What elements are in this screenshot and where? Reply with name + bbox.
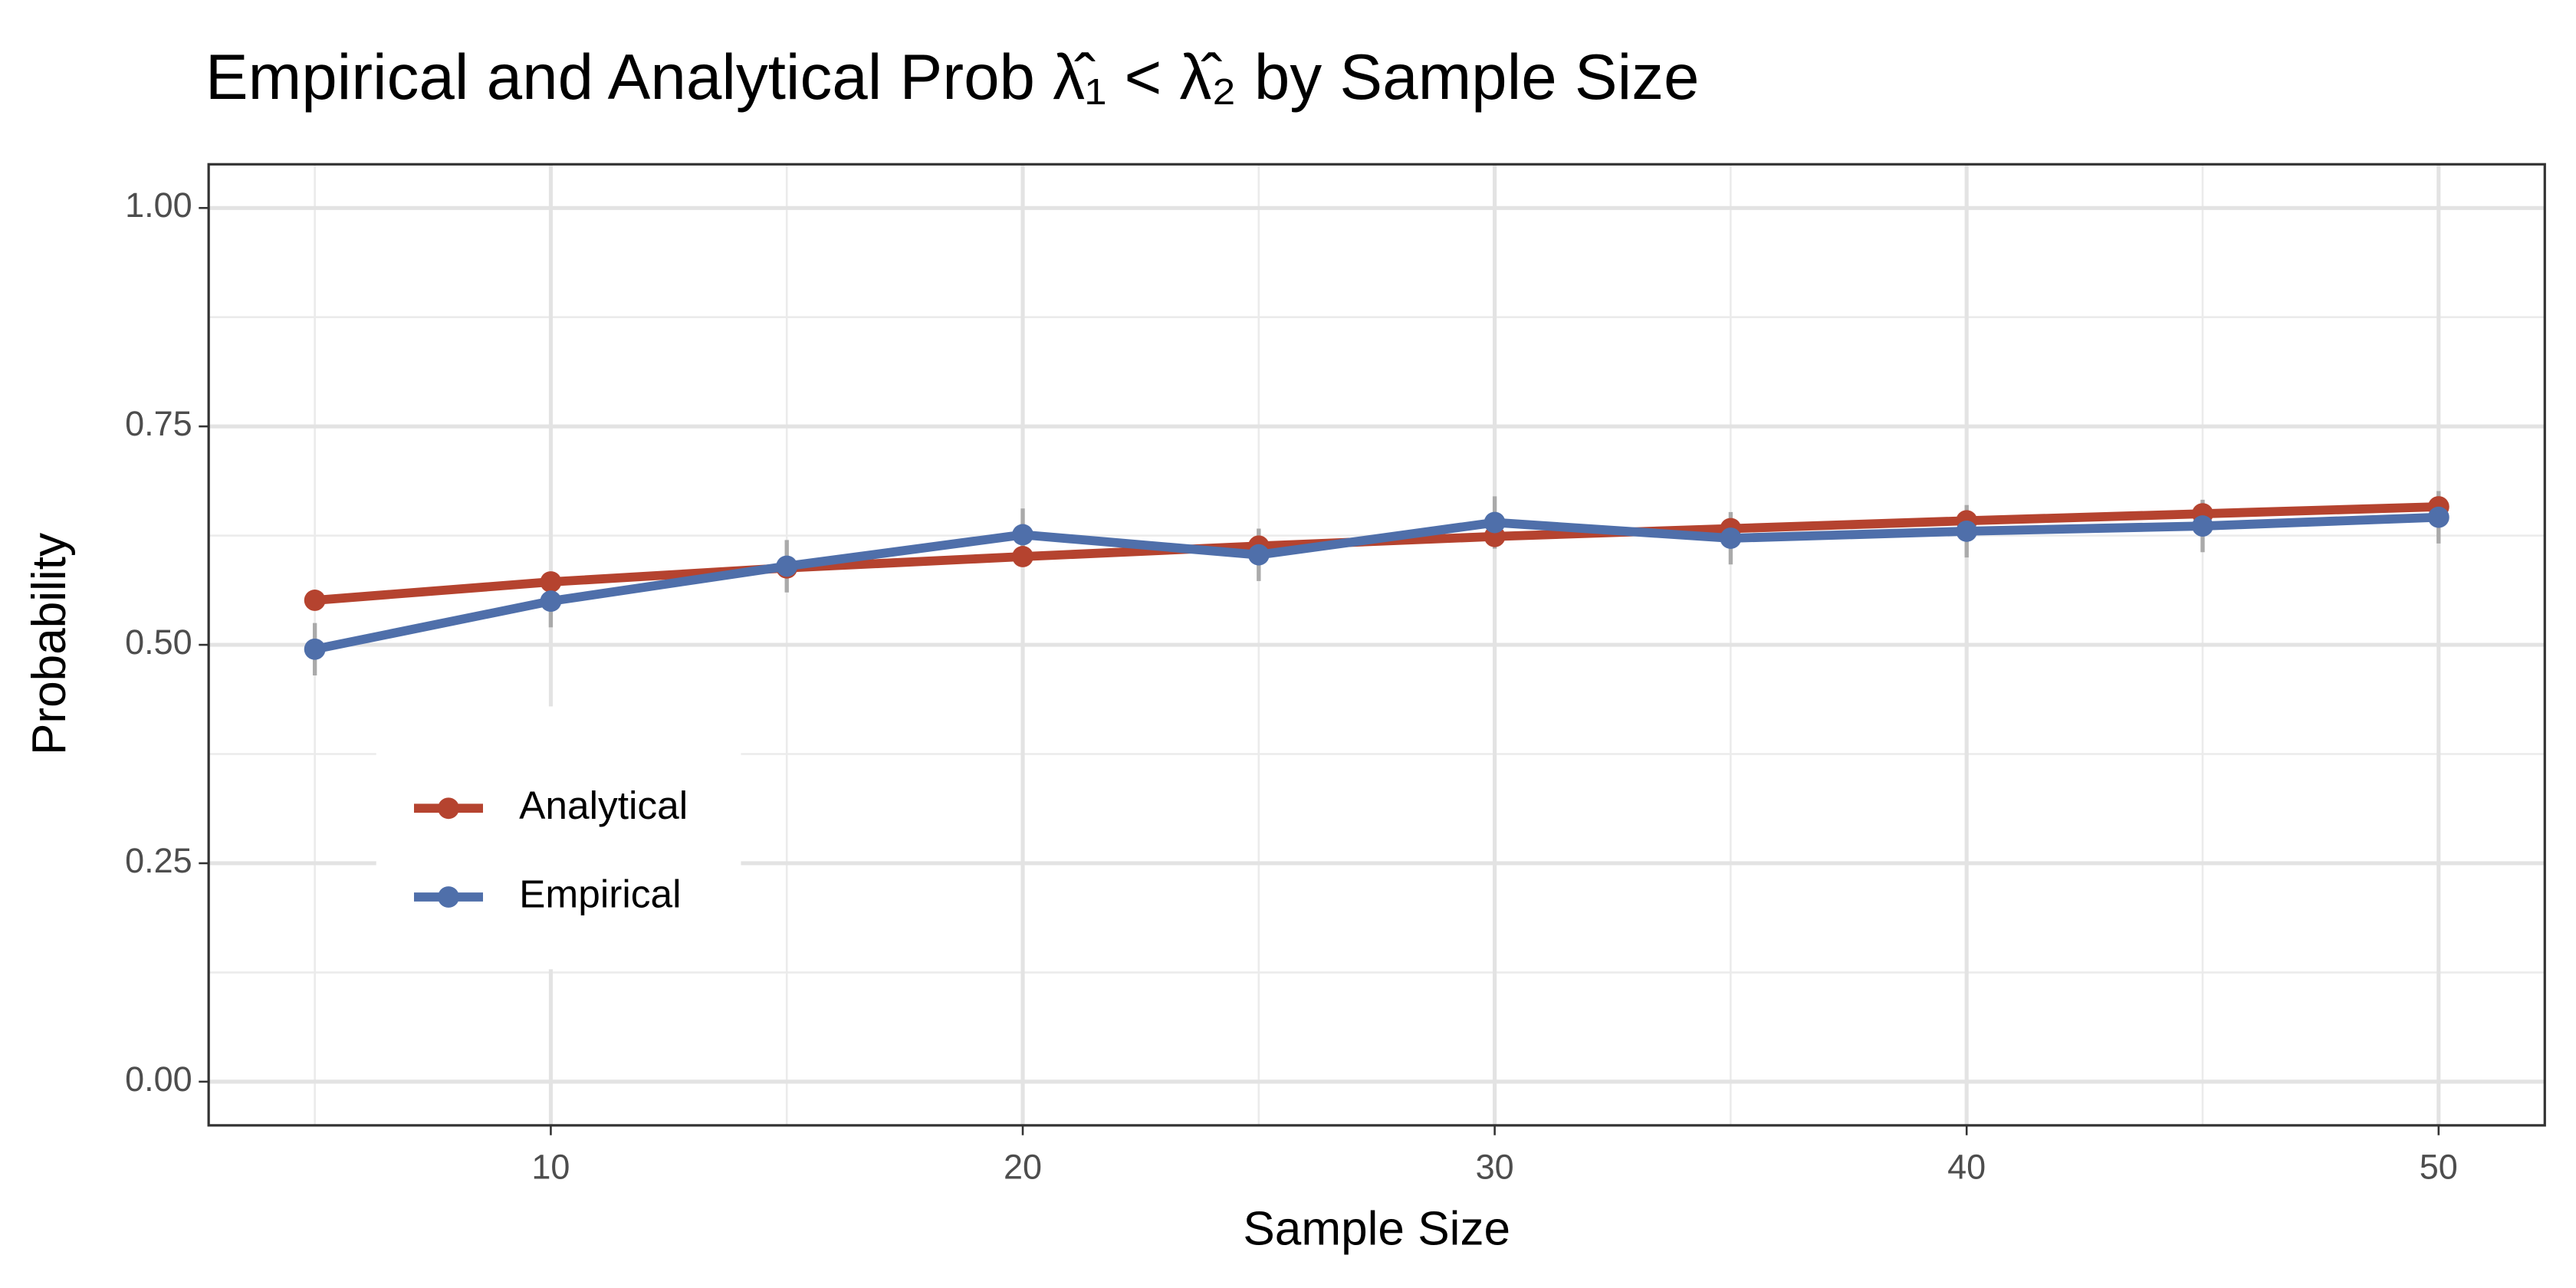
point [540, 571, 562, 593]
point [1484, 511, 1506, 534]
x-tick-label: 10 [531, 1148, 570, 1187]
point [304, 638, 326, 660]
x-tick-label: 30 [1476, 1148, 1514, 1187]
legend-box [376, 706, 741, 970]
x-tick-label: 20 [1004, 1148, 1042, 1187]
legend-swatch-point [438, 886, 459, 908]
point [2427, 506, 2450, 528]
point [540, 590, 562, 613]
y-tick-label: 0.00 [125, 1060, 192, 1099]
y-tick-label: 0.75 [125, 404, 192, 443]
x-tick-label: 40 [1947, 1148, 1986, 1187]
series-line [314, 512, 2439, 654]
plot-border [207, 163, 2546, 1127]
point [1956, 520, 1978, 542]
legend-label: Empirical [519, 872, 681, 916]
y-tick-label: 0.25 [125, 841, 192, 880]
point [776, 555, 798, 577]
x-axis-title: Sample Size [1243, 1203, 1510, 1256]
y-tick-label: 0.50 [125, 623, 192, 662]
point [1012, 524, 1033, 546]
y-axis-title: Probability [23, 533, 76, 755]
point [2192, 515, 2213, 537]
legend-swatch-point [438, 797, 459, 820]
x-tick-label: 50 [2420, 1148, 2458, 1187]
point [1012, 546, 1033, 567]
point [304, 590, 326, 611]
legend-label: Analytical [519, 783, 688, 827]
point [1720, 527, 1742, 549]
y-tick-label: 1.00 [125, 186, 192, 225]
point [1247, 544, 1270, 566]
chart-title: Empirical and Analytical Prob λ̂₁ < λ̂₂ … [205, 41, 1700, 113]
